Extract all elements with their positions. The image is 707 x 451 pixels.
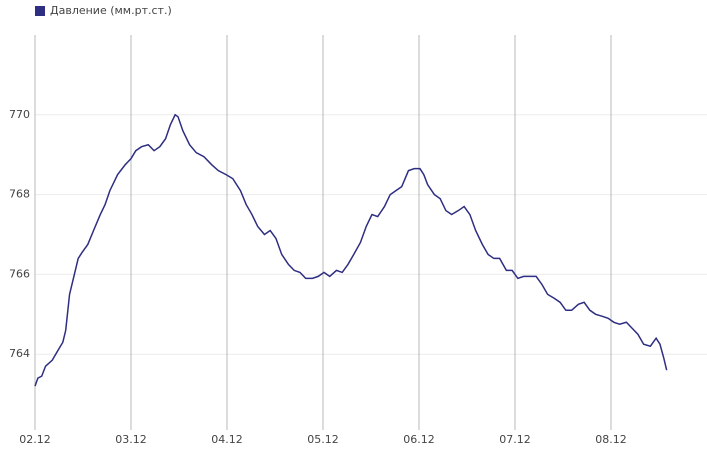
x-tick-label: 04.12 <box>211 433 243 446</box>
line <box>34 113 668 387</box>
x-tick-label: 05.12 <box>307 433 339 446</box>
x-tick-label: 03.12 <box>115 433 147 446</box>
x-tick-label: 06.12 <box>403 433 435 446</box>
y-tick-label: 770 <box>9 108 30 121</box>
legend-label: Давление (мм.рт.ст.) <box>50 4 172 17</box>
y-tick-label: 768 <box>9 188 30 201</box>
y-tick-label: 764 <box>9 347 30 360</box>
y-tick-label: 766 <box>9 267 30 280</box>
x-tick-label: 07.12 <box>499 433 531 446</box>
legend-swatch <box>35 6 45 16</box>
x-tick-label: 08.12 <box>595 433 627 446</box>
x-tick-label: 02.12 <box>19 433 51 446</box>
